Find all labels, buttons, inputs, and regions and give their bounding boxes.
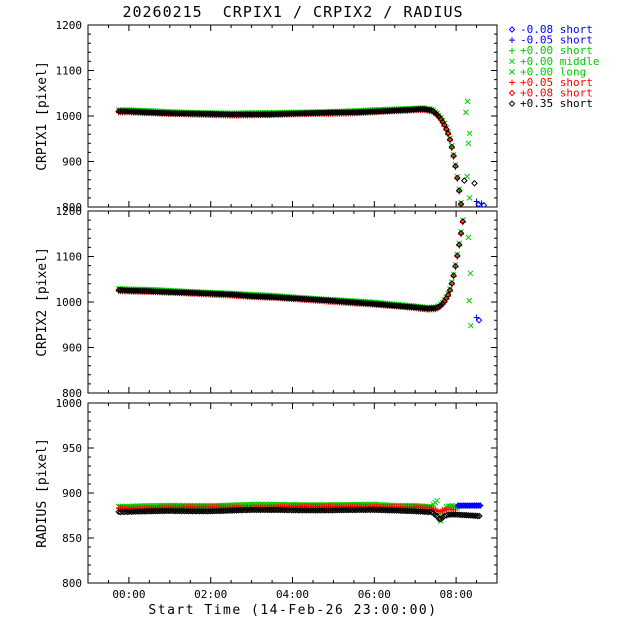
scatter-blue-diamond: [475, 316, 483, 324]
panel-crpix2: 800 900 1000 1100 1200 CRPIX2 [pixel]: [35, 205, 498, 400]
series-black-diamond: [115, 218, 467, 313]
x-axis-title: Start Time (14-Feb-26 23:00:00): [148, 603, 437, 618]
data-series: [115, 217, 483, 329]
chart-title: 20260215 CRPIX1 / CRPIX2 / RADIUS: [122, 3, 463, 21]
series-black-diamond: [115, 105, 465, 207]
series-black-diamond: [115, 506, 483, 523]
y-axis-title: CRPIX2 [pixel]: [35, 247, 50, 357]
plus-icon: [509, 47, 515, 54]
y-tick-label: 1000: [56, 397, 83, 410]
data-series: [115, 497, 484, 524]
x-tick-label: 06:00: [358, 588, 391, 601]
y-tick-label: 900: [62, 156, 82, 169]
y-tick-label: 1000: [56, 110, 83, 123]
legend-label: +0.35 short: [520, 97, 593, 110]
y-tick-label: 800: [62, 387, 82, 400]
series-blue-diamond: [454, 502, 484, 510]
diamond-icon: [508, 26, 516, 33]
y-tick-label: 1100: [56, 251, 83, 264]
y-tick-label: 800: [62, 577, 82, 590]
plus-icon: [509, 37, 515, 43]
legend-label: +0.08 short: [520, 87, 593, 100]
x-icon: [509, 69, 515, 75]
axis-ticks: [87, 210, 498, 394]
y-tick-label: 1200: [56, 19, 83, 32]
diamond-icon: [508, 100, 516, 108]
y-tick-label: 950: [62, 442, 82, 455]
scatter-green-x: [463, 98, 473, 201]
legend-label: +0.00 middle: [520, 55, 599, 68]
diamond-icon: [508, 89, 516, 97]
legend-label: -0.08 short: [520, 23, 593, 36]
scatter-black-diamond: [460, 177, 478, 187]
plus-icon: [509, 79, 515, 86]
x-tick-label: 08:00: [440, 588, 473, 601]
legend: -0.08 short-0.05 short+0.00 short+0.00 m…: [508, 23, 599, 110]
panel-radius: 800 850 900 950 1000 RADIUS [pixel]: [35, 397, 498, 590]
legend-label: +0.00 short: [520, 44, 593, 57]
x-icon: [509, 58, 515, 65]
y-tick-label: 850: [62, 532, 82, 545]
series-red-plus: [115, 107, 464, 207]
scatter-blue-diamond: [475, 200, 488, 207]
data-series: [115, 98, 488, 207]
scatter-green-x: [465, 234, 474, 329]
series-green-x: [115, 105, 464, 206]
x-tick-label: 00:00: [112, 588, 145, 601]
scatter-blue-plus: [473, 198, 485, 207]
y-tick-label: 1000: [56, 296, 83, 309]
y-tick-label: 900: [62, 487, 82, 500]
y-axis-title: RADIUS [pixel]: [35, 438, 50, 548]
y-axis-title: CRPIX1 [pixel]: [35, 61, 50, 171]
x-tick-label: 04:00: [276, 588, 309, 601]
y-tick-label: 900: [62, 342, 82, 355]
y-tick-label: 800: [62, 201, 82, 214]
axis-ticks: [87, 402, 498, 584]
legend-label: -0.05 short: [520, 34, 593, 47]
legend-label: +0.00 long: [520, 65, 586, 78]
x-tick-label: 02:00: [194, 588, 227, 601]
plot-box: [87, 210, 498, 394]
y-tick-label: 1200: [56, 205, 83, 218]
y-tick-label: 1100: [56, 65, 83, 78]
legend-label: +0.05 short: [520, 76, 593, 89]
panel-crpix1: 800 900 1000 1100 1200 CRPIX1 [pixel]: [35, 19, 498, 214]
plot-box: [87, 402, 498, 584]
axis-ticks: [87, 24, 498, 208]
